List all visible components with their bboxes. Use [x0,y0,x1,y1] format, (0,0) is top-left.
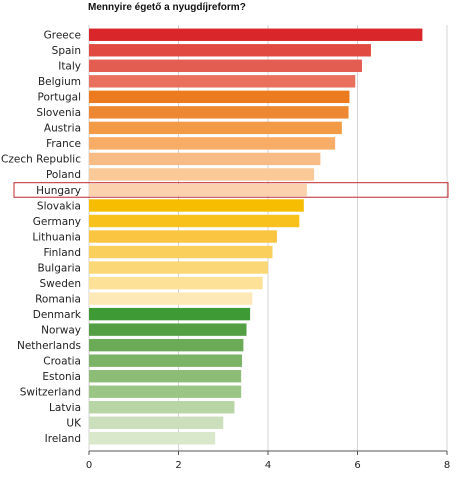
x-tick-label: 0 [86,460,92,471]
category-label: Slovakia [37,200,81,212]
bar-austria [89,121,342,135]
category-label: Bulgaria [37,262,81,274]
category-label: Croatia [43,355,81,367]
x-tick-label: 6 [354,460,360,471]
bar-germany [89,214,300,228]
bar-estonia [89,370,242,383]
category-label: Portugal [38,92,82,104]
bar-belgium [89,75,356,88]
bar-switzerland [89,385,242,398]
x-tick-label: 4 [265,460,271,471]
bar-romania [89,292,253,305]
category-label: Estonia [42,371,81,383]
category-label: Romania [35,293,81,305]
bar-croatia [89,354,243,367]
bar-denmark [89,307,251,321]
category-label: Slovenia [36,107,81,119]
category-label: Norway [41,324,81,336]
category-label: Austria [44,123,81,135]
category-label: Lithuania [32,231,81,243]
bar-czech-republic [89,152,321,166]
bar-slovenia [89,106,349,119]
category-label: Italy [58,61,81,73]
bar-italy [89,59,362,72]
bar-netherlands [89,338,244,352]
category-label: Ireland [45,433,81,445]
x-tick-label: 2 [175,460,181,471]
highlight-frame [13,182,449,198]
bar-spain [89,44,371,57]
bar-poland [89,168,315,181]
bar-uk [89,416,224,429]
category-label: France [46,138,81,150]
bar-ireland [89,432,216,445]
chart-title: Mennyire égető a nyugdíjreform? [88,2,246,13]
bar-france [89,137,336,150]
bar-portugal [89,90,350,104]
bar-finland [89,245,273,259]
category-label: UK [66,418,82,430]
bar-greece [89,28,423,41]
category-label: Belgium [38,76,81,88]
category-label: Hungary [36,185,81,197]
category-label: Spain [52,45,81,57]
category-label: Latvia [49,402,81,414]
bar-latvia [89,401,235,414]
bar-slovakia [89,199,304,212]
category-label: Netherlands [17,340,81,352]
x-tick-label: 8 [444,460,450,471]
category-label: Germany [33,216,81,228]
category-label: Finland [43,247,81,259]
bar-hungary [89,183,307,197]
category-label: Greece [44,30,81,42]
category-label: Switzerland [20,387,81,399]
bar-bulgaria [89,261,268,274]
category-label: Czech Republic [1,154,81,166]
bar-norway [89,323,247,336]
bar-sweden [89,276,263,290]
bar-lithuania [89,230,277,243]
category-label: Poland [46,169,81,181]
category-label: Sweden [40,278,82,290]
category-label: Denmark [33,309,82,321]
